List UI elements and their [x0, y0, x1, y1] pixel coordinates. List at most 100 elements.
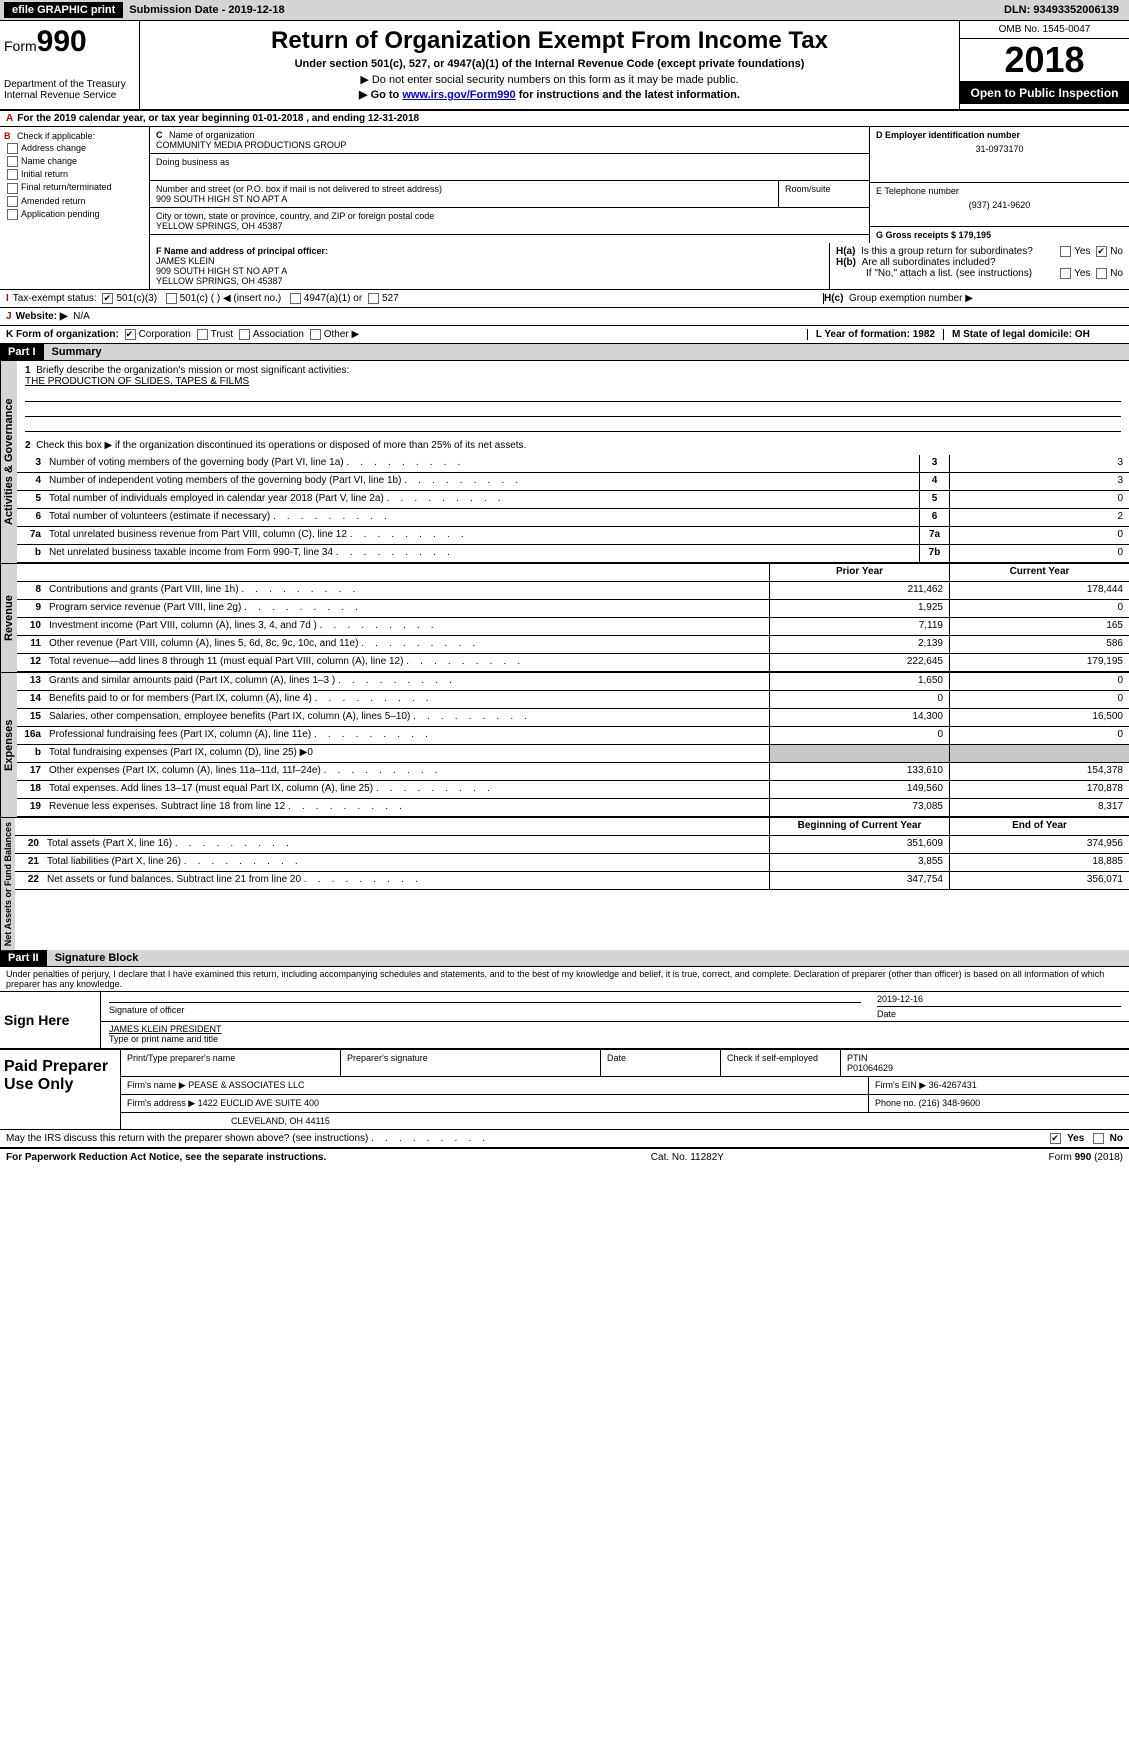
summary-row: 18 Total expenses. Add lines 13–17 (must…: [17, 781, 1129, 799]
gross-receipts: G Gross receipts $ 179,195: [876, 230, 991, 240]
omb-number: OMB No. 1545-0047: [960, 21, 1129, 39]
firm-name-label: Firm's name ▶: [127, 1080, 186, 1090]
tax-exempt-label: Tax-exempt status:: [13, 293, 97, 304]
row-text: Total liabilities (Part X, line 26): [43, 854, 769, 871]
sign-here-label: Sign Here: [0, 992, 100, 1048]
paperwork-notice: For Paperwork Reduction Act Notice, see …: [6, 1152, 326, 1163]
current-value: 0: [949, 600, 1129, 617]
efile-button[interactable]: efile GRAPHIC print: [4, 2, 123, 18]
department: Department of the Treasury Internal Reve…: [4, 79, 135, 101]
corp-label: Corporation: [139, 329, 191, 340]
summary-row: 15 Salaries, other compensation, employe…: [17, 709, 1129, 727]
ha-no-checkbox[interactable]: [1096, 246, 1107, 257]
no-label: No: [1110, 246, 1123, 257]
row-text: Grants and similar amounts paid (Part IX…: [45, 673, 769, 690]
ptin-label: PTIN: [847, 1053, 868, 1063]
current-value: 0: [949, 673, 1129, 690]
summary-row: b Net unrelated business taxable income …: [17, 545, 1129, 563]
row-value: 3: [949, 455, 1129, 472]
h-a-label: Is this a group return for subordinates?: [861, 246, 1033, 257]
prior-value: 211,462: [769, 582, 949, 599]
self-employed-label: Check if self-employed: [727, 1053, 818, 1063]
firm-addr: 1422 EUCLID AVE SUITE 400: [198, 1098, 319, 1108]
assoc-label: Association: [253, 329, 304, 340]
row-text: Total number of individuals employed in …: [45, 491, 919, 508]
row-value: 3: [949, 473, 1129, 490]
submission-date: Submission Date - 2019-12-18: [129, 4, 284, 16]
address-change-checkbox[interactable]: [7, 143, 18, 154]
501c-checkbox[interactable]: [166, 293, 177, 304]
hb-no-checkbox[interactable]: [1096, 268, 1107, 279]
527-checkbox[interactable]: [368, 293, 379, 304]
form-org-label: K Form of organization:: [6, 329, 119, 340]
summary-row: 4 Number of independent voting members o…: [17, 473, 1129, 491]
trust-checkbox[interactable]: [197, 329, 208, 340]
summary-row: 9 Program service revenue (Part VIII, li…: [17, 600, 1129, 618]
sign-date: 2019-12-16: [877, 994, 1121, 1004]
firm-name: PEASE & ASSOCIATES LLC: [188, 1080, 304, 1090]
current-value: 178,444: [949, 582, 1129, 599]
preparer-sig-header: Preparer's signature: [341, 1050, 601, 1076]
row-num: 12: [17, 654, 45, 671]
current-value: 8,317: [949, 799, 1129, 816]
ha-yes-checkbox[interactable]: [1060, 246, 1071, 257]
discuss-no-checkbox[interactable]: [1093, 1133, 1104, 1144]
other-checkbox[interactable]: [310, 329, 321, 340]
prior-value: 2,139: [769, 636, 949, 653]
officer-city: YELLOW SPRINGS, OH 45387: [156, 276, 283, 286]
row-num: b: [17, 745, 45, 762]
discuss-no-label: No: [1110, 1133, 1123, 1144]
part2-label: Part II: [0, 950, 47, 966]
assoc-checkbox[interactable]: [239, 329, 250, 340]
row-text: Other expenses (Part IX, column (A), lin…: [45, 763, 769, 780]
row-num: 22: [15, 872, 43, 889]
tax-year: 2018: [960, 39, 1129, 82]
row-a: AFor the 2019 calendar year, or tax year…: [0, 111, 1129, 127]
prior-value: 222,645: [769, 654, 949, 671]
activities-v-label: Activities & Governance: [0, 361, 17, 563]
amended-return-checkbox[interactable]: [7, 196, 18, 207]
note2-prefix: ▶ Go to: [359, 89, 402, 101]
row-text: Benefits paid to or for members (Part IX…: [45, 691, 769, 708]
hb-yes-checkbox[interactable]: [1060, 268, 1071, 279]
summary-row: 6 Total number of volunteers (estimate i…: [17, 509, 1129, 527]
state-domicile: M State of legal domicile: OH: [952, 329, 1090, 340]
irs-link[interactable]: www.irs.gov/Form990: [402, 89, 515, 101]
firm-phone-label: Phone no.: [875, 1098, 916, 1108]
row-text: Number of voting members of the governin…: [45, 455, 919, 472]
row-text: Total unrelated business revenue from Pa…: [45, 527, 919, 544]
corp-checkbox[interactable]: [125, 329, 136, 340]
part1-title: Summary: [44, 346, 102, 358]
ptin-value: P01064629: [847, 1063, 893, 1073]
tax-year-range: For the 2019 calendar year, or tax year …: [17, 113, 419, 124]
row-text: Investment income (Part VIII, column (A)…: [45, 618, 769, 635]
cat-no: Cat. No. 11282Y: [651, 1152, 724, 1163]
summary-row: 22 Net assets or fund balances. Subtract…: [15, 872, 1129, 890]
row-num: 20: [15, 836, 43, 853]
prior-value: 3,855: [769, 854, 949, 871]
end-year-header: End of Year: [949, 818, 1129, 835]
summary-row: 12 Total revenue—add lines 8 through 11 …: [17, 654, 1129, 672]
row-text: Total number of volunteers (estimate if …: [45, 509, 919, 526]
current-value: 586: [949, 636, 1129, 653]
mission-label: Briefly describe the organization's miss…: [36, 365, 349, 376]
initial-return-checkbox[interactable]: [7, 169, 18, 180]
row-box: 7a: [919, 527, 949, 544]
application-pending-checkbox[interactable]: [7, 209, 18, 220]
row-num: 8: [17, 582, 45, 599]
summary-row: 3 Number of voting members of the govern…: [17, 455, 1129, 473]
4947-checkbox[interactable]: [290, 293, 301, 304]
summary-row: 11 Other revenue (Part VIII, column (A),…: [17, 636, 1129, 654]
room-label: Room/suite: [785, 184, 863, 194]
discuss-yes-checkbox[interactable]: [1050, 1133, 1061, 1144]
name-change-checkbox[interactable]: [7, 156, 18, 167]
prior-value: 0: [769, 691, 949, 708]
final-return-checkbox[interactable]: [7, 183, 18, 194]
summary-row: 10 Investment income (Part VIII, column …: [17, 618, 1129, 636]
summary-row: 7a Total unrelated business revenue from…: [17, 527, 1129, 545]
501c3-checkbox[interactable]: [102, 293, 113, 304]
501c-label: 501(c) ( ) ◀ (insert no.): [180, 293, 282, 304]
sign-date-label: Date: [877, 1009, 896, 1019]
row-box: 3: [919, 455, 949, 472]
officer-name: JAMES KLEIN: [156, 256, 215, 266]
